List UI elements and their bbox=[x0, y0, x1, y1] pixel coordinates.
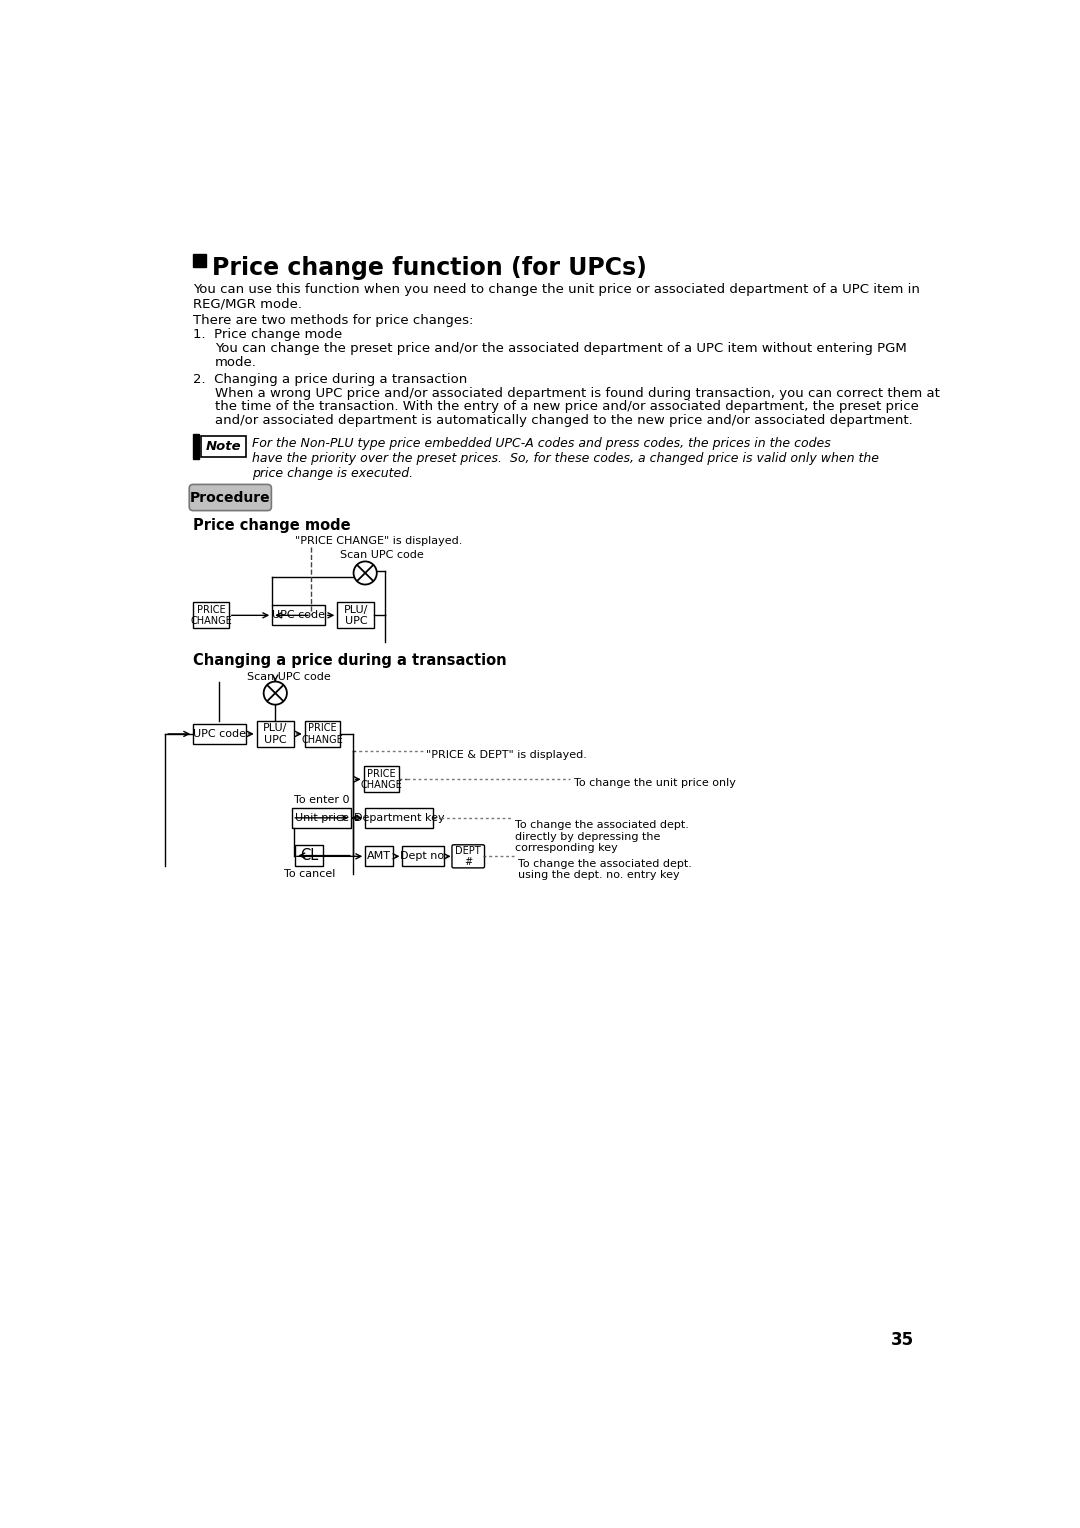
Bar bbox=[365, 808, 433, 828]
Bar bbox=[193, 254, 206, 267]
Text: 35: 35 bbox=[891, 1331, 914, 1349]
Circle shape bbox=[264, 681, 287, 704]
Text: To change the associated dept.
using the dept. no. entry key: To change the associated dept. using the… bbox=[517, 859, 691, 880]
Text: UPC code: UPC code bbox=[272, 610, 325, 620]
Bar bbox=[305, 721, 340, 747]
Circle shape bbox=[353, 561, 377, 585]
Bar bbox=[193, 602, 229, 628]
Bar bbox=[337, 602, 375, 628]
Bar bbox=[365, 847, 393, 866]
FancyBboxPatch shape bbox=[189, 484, 271, 510]
Text: Scan UPC code: Scan UPC code bbox=[340, 550, 424, 559]
Text: To cancel: To cancel bbox=[284, 869, 335, 880]
Text: CL: CL bbox=[300, 848, 319, 863]
Text: 2.  Changing a price during a transaction: 2. Changing a price during a transaction bbox=[193, 373, 468, 385]
Text: Procedure: Procedure bbox=[190, 490, 271, 504]
Text: PRICE
CHANGE: PRICE CHANGE bbox=[301, 723, 343, 744]
Bar bbox=[364, 766, 400, 793]
Text: "PRICE & DEPT" is displayed.: "PRICE & DEPT" is displayed. bbox=[427, 750, 588, 759]
Bar bbox=[296, 845, 323, 866]
Text: the time of the transaction. With the entry of a new price and/or associated dep: the time of the transaction. With the en… bbox=[215, 400, 919, 414]
Text: There are two methods for price changes:: There are two methods for price changes: bbox=[193, 315, 473, 327]
Text: "PRICE CHANGE" is displayed.: "PRICE CHANGE" is displayed. bbox=[296, 536, 463, 545]
Text: For the Non-PLU type price embedded UPC-A codes and press codes, the prices in t: For the Non-PLU type price embedded UPC-… bbox=[252, 437, 879, 480]
Text: AMT: AMT bbox=[367, 851, 391, 862]
FancyBboxPatch shape bbox=[451, 845, 485, 868]
Bar bbox=[403, 847, 444, 866]
Text: DEPT
#: DEPT # bbox=[456, 845, 481, 866]
Text: REG/MGR mode.: REG/MGR mode. bbox=[193, 298, 302, 310]
Text: Changing a price during a transaction: Changing a price during a transaction bbox=[193, 652, 507, 668]
Text: To change the unit price only: To change the unit price only bbox=[573, 778, 735, 788]
Text: and/or associated department is automatically changed to the new price and/or as: and/or associated department is automati… bbox=[215, 414, 913, 428]
Text: PLU/
UPC: PLU/ UPC bbox=[264, 723, 287, 744]
Bar bbox=[272, 605, 325, 625]
Text: Note: Note bbox=[205, 440, 241, 454]
Text: Unit price: Unit price bbox=[295, 813, 349, 824]
Bar bbox=[293, 808, 351, 828]
Text: To enter 0: To enter 0 bbox=[294, 795, 350, 805]
Text: PLU/
UPC: PLU/ UPC bbox=[343, 605, 368, 626]
Text: Dept no.: Dept no. bbox=[400, 851, 447, 862]
Text: You can use this function when you need to change the unit price or associated d: You can use this function when you need … bbox=[193, 284, 920, 296]
Text: When a wrong UPC price and/or associated department is found during transaction,: When a wrong UPC price and/or associated… bbox=[215, 387, 940, 400]
Text: PRICE
CHANGE: PRICE CHANGE bbox=[361, 769, 403, 790]
Text: To change the associated dept.
directly by depressing the
corresponding key: To change the associated dept. directly … bbox=[515, 821, 689, 853]
Text: Price change mode: Price change mode bbox=[193, 518, 351, 533]
Text: You can change the preset price and/or the associated department of a UPC item w: You can change the preset price and/or t… bbox=[215, 342, 906, 354]
Text: Price change function (for UPCs): Price change function (for UPCs) bbox=[213, 255, 647, 280]
Text: 1.  Price change mode: 1. Price change mode bbox=[193, 329, 342, 341]
Bar bbox=[201, 435, 246, 457]
Text: PRICE
CHANGE: PRICE CHANGE bbox=[190, 605, 232, 626]
Text: mode.: mode. bbox=[215, 356, 257, 368]
Text: Scan UPC code: Scan UPC code bbox=[247, 671, 332, 681]
Bar bbox=[257, 721, 294, 747]
Bar bbox=[193, 434, 200, 458]
Bar bbox=[193, 724, 246, 744]
Text: UPC code: UPC code bbox=[193, 729, 246, 740]
Text: Department key: Department key bbox=[354, 813, 445, 824]
